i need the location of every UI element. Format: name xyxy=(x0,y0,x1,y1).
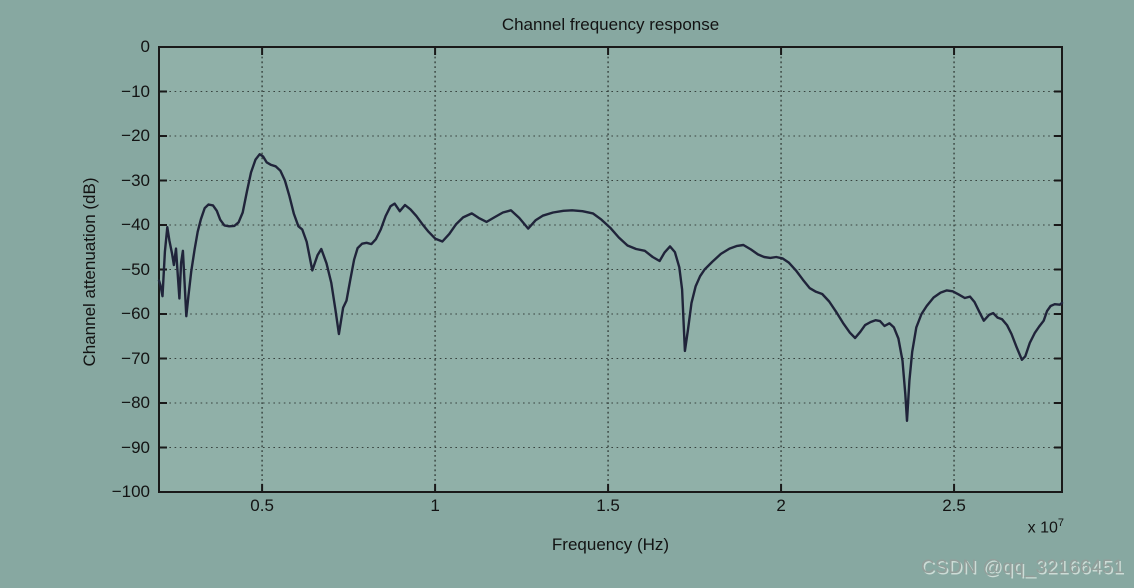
y-tick-label: 0 xyxy=(140,37,150,56)
x-axis-label: Frequency (Hz) xyxy=(551,535,670,554)
axis-frame xyxy=(158,46,1063,493)
y-tick-label: −20 xyxy=(121,126,150,145)
y-tick-label: −40 xyxy=(121,215,150,234)
watermark: CSDN @qq_32166451 xyxy=(920,557,1124,578)
x-tick-label: 0.5 xyxy=(250,496,274,515)
y-axis-label: Channel attenuation (dB) xyxy=(80,177,99,367)
x-axis-exponent: x 107 xyxy=(1028,517,1064,537)
x-exponent-base: x 10 xyxy=(1027,519,1058,537)
frequency-response-curve xyxy=(157,152,1064,422)
x-exponent-power: 7 xyxy=(1057,517,1064,529)
x-tick-label: 1 xyxy=(430,496,440,515)
y-tick-label: −80 xyxy=(121,393,150,412)
y-tick-label: −100 xyxy=(111,482,150,501)
plot-background xyxy=(159,47,1062,492)
y-tick-label: −60 xyxy=(121,304,150,323)
y-tick-label: −70 xyxy=(121,348,150,368)
y-tick-label: −30 xyxy=(121,170,150,190)
chart-title: Channel frequency response xyxy=(501,15,720,34)
x-tick-label: 1.5 xyxy=(596,496,620,515)
y-tick-label: −50 xyxy=(121,259,150,279)
x-tick-label: 2 xyxy=(776,496,786,515)
y-tick-label: −90 xyxy=(121,437,150,457)
x-tick-label: 2.5 xyxy=(942,496,966,515)
y-tick-label: −10 xyxy=(121,81,150,101)
